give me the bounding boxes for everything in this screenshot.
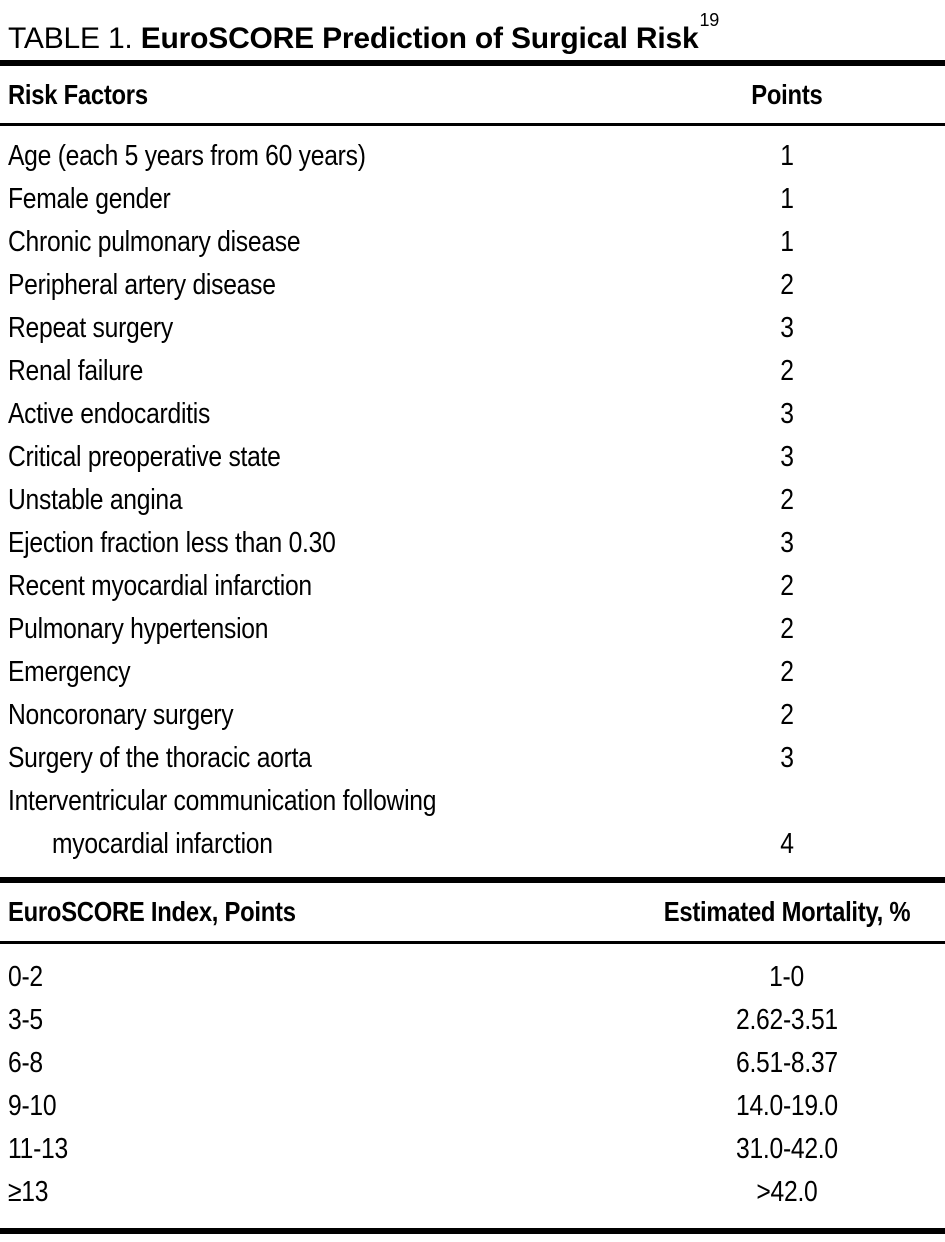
table-row: Active endocarditis 3 — [8, 393, 937, 436]
risk-factor-label: Repeat surgery — [8, 312, 173, 344]
points-value: 4 — [780, 828, 794, 860]
risk-factor-label: Critical preoperative state — [8, 441, 281, 473]
points-value: 2 — [780, 484, 794, 516]
risk-factor-label: Female gender — [8, 183, 171, 215]
table-title-text: EuroSCORE Prediction of Surgical Risk — [140, 22, 699, 55]
column-header-estimated-mortality: Estimated Mortality, % — [663, 896, 911, 927]
mortality-value: 1-0 — [769, 961, 805, 993]
points-value: 1 — [780, 183, 794, 215]
table-row: 3-5 2.62-3.51 — [8, 999, 937, 1042]
table-title: TABLE 1. EuroSCORE Prediction of Surgica… — [0, 0, 945, 60]
risk-factor-label: Age (each 5 years from 60 years) — [8, 140, 366, 172]
risk-factor-label: Unstable angina — [8, 484, 183, 516]
table-row: Emergency 2 — [8, 651, 937, 694]
table-row: Recent myocardial infarction 2 — [8, 565, 937, 608]
risk-factor-label: Chronic pulmonary disease — [8, 226, 301, 258]
euroscore-index-value: ≥13 — [8, 1176, 49, 1208]
table-row: Ejection fraction less than 0.30 3 — [8, 522, 937, 565]
table-row: Noncoronary surgery 2 — [8, 694, 937, 737]
points-value: 2 — [780, 613, 794, 645]
risk-factor-label: Emergency — [8, 656, 131, 688]
mortality-table-body: 0-2 1-0 3-5 2.62-3.51 6-8 6.51-8.37 9-10… — [0, 944, 945, 1228]
section-divider-rule — [0, 877, 945, 883]
mortality-value: 6.51-8.37 — [736, 1047, 838, 1079]
euroscore-index-value: 6-8 — [8, 1047, 43, 1079]
risk-factor-label: Active endocarditis — [8, 398, 211, 430]
points-value: 3 — [780, 527, 794, 559]
points-value: 3 — [780, 312, 794, 344]
reference-superscript: 19 — [699, 10, 720, 30]
points-value: 3 — [780, 742, 794, 774]
points-value: 1 — [780, 140, 794, 172]
euroscore-index-header-cell: EuroSCORE Index, Points — [8, 896, 637, 928]
table-row: Unstable angina 2 — [8, 479, 937, 522]
risk-factor-label: Peripheral artery disease — [8, 269, 276, 301]
column-header-points: Points — [751, 78, 823, 110]
mortality-value: 2.62-3.51 — [736, 1004, 838, 1036]
risk-factors-header-cell: Risk Factors — [8, 79, 637, 111]
table-row: Surgery of the thoracic aorta 3 — [8, 737, 937, 780]
points-value: 2 — [780, 699, 794, 731]
table-row: Critical preoperative state 3 — [8, 436, 937, 479]
table-row: Pulmonary hypertension 2 — [8, 608, 937, 651]
euroscore-index-value: 9-10 — [8, 1090, 57, 1122]
points-value: 2 — [780, 570, 794, 602]
risk-table-body: Age (each 5 years from 60 years) 1 Femal… — [0, 126, 945, 877]
bottom-rule — [0, 1228, 945, 1234]
points-value: 2 — [780, 355, 794, 387]
table-row: Renal failure 2 — [8, 350, 937, 393]
table-row: Repeat surgery 3 — [8, 307, 937, 350]
points-value: 2 — [780, 269, 794, 301]
table-row: Chronic pulmonary disease 1 — [8, 221, 937, 264]
table-row: Peripheral artery disease 2 — [8, 264, 937, 307]
table-row: 9-10 14.0-19.0 — [8, 1085, 937, 1128]
table-row: ≥13 >42.0 — [8, 1171, 937, 1214]
points-value: 3 — [780, 441, 794, 473]
column-header-risk-factors: Risk Factors — [8, 78, 148, 110]
risk-factor-label: Surgery of the thoracic aorta — [8, 742, 312, 774]
table-row: 0-2 1-0 — [8, 956, 937, 999]
mortality-value: >42.0 — [756, 1176, 818, 1208]
table-row: Age (each 5 years from 60 years) 1 — [8, 135, 937, 178]
mortality-table-header-rule — [0, 941, 945, 944]
points-header-cell: Points — [637, 79, 937, 111]
risk-factor-label: Recent myocardial infarction — [8, 570, 312, 602]
top-rule — [0, 60, 945, 66]
mortality-table-header-row: EuroSCORE Index, Points Estimated Mortal… — [0, 883, 945, 941]
points-value: 3 — [780, 398, 794, 430]
euroscore-index-value: 11-13 — [8, 1133, 68, 1165]
risk-table-header-row: Risk Factors Points — [0, 66, 945, 123]
table-number-label: TABLE 1. — [8, 22, 133, 55]
risk-factor-label: Renal failure — [8, 355, 144, 387]
euroscore-index-value: 0-2 — [8, 961, 43, 993]
mortality-value: 31.0-42.0 — [736, 1133, 838, 1165]
risk-factor-label: Noncoronary surgery — [8, 699, 234, 731]
risk-factor-label-line2: myocardial infarction — [52, 828, 273, 860]
risk-factor-label: Pulmonary hypertension — [8, 613, 269, 645]
mortality-value: 14.0-19.0 — [736, 1090, 838, 1122]
points-value: 2 — [780, 656, 794, 688]
points-value: 1 — [780, 226, 794, 258]
table-row: 6-8 6.51-8.37 — [8, 1042, 937, 1085]
column-header-euroscore-index: EuroSCORE Index, Points — [8, 896, 296, 927]
table-row: Interventricular communication following… — [8, 780, 937, 866]
risk-factor-label: Ejection fraction less than 0.30 — [8, 527, 336, 559]
euroscore-index-value: 3-5 — [8, 1004, 43, 1036]
risk-table-header-rule — [0, 123, 945, 126]
table-row: 11-13 31.0-42.0 — [8, 1128, 937, 1171]
estimated-mortality-header-cell: Estimated Mortality, % — [637, 896, 937, 928]
table-row: Female gender 1 — [8, 178, 937, 221]
risk-factor-label-line1: Interventricular communication following — [8, 785, 437, 817]
